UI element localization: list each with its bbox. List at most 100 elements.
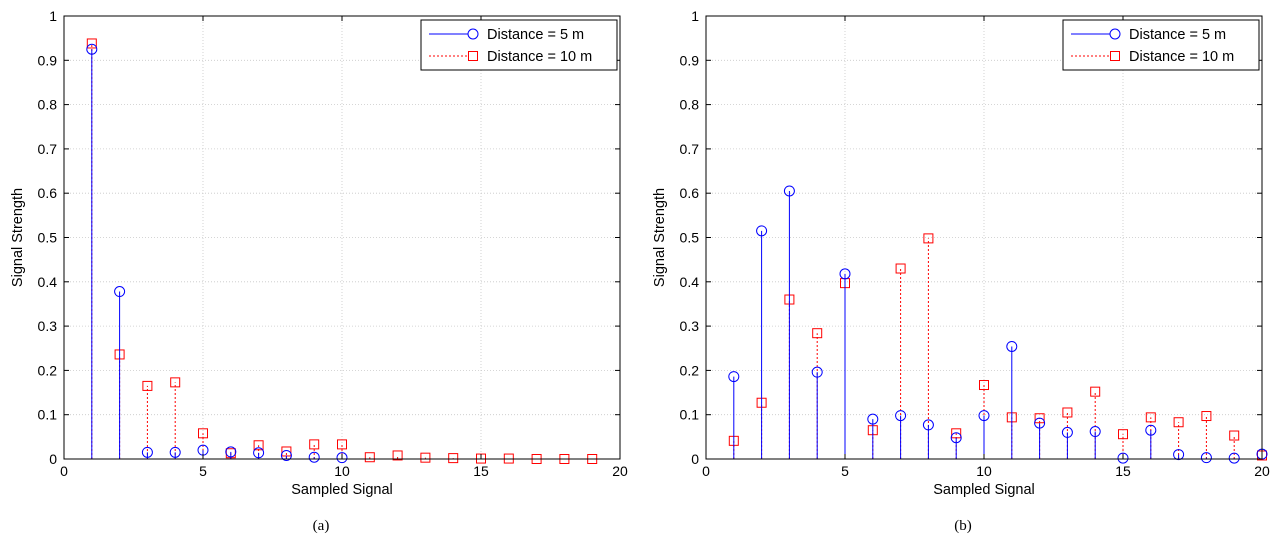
x-axis-label: Sampled Signal xyxy=(291,482,393,498)
y-tick-label: 0.4 xyxy=(680,274,700,290)
y-tick-label: 0.9 xyxy=(38,52,58,68)
point-circle-0-3 xyxy=(811,366,823,378)
y-tick-label: 0.5 xyxy=(680,230,700,246)
legend: Distance = 5 m Distance = 10 m xyxy=(420,19,618,71)
point-circle-0-11 xyxy=(1034,417,1046,429)
chart-svg-b: 0 5 10 15 20 0 0.1 0.2 0.3 0.4 0.5 0.6 0.7 0.8 0.9 1 Sam… xyxy=(652,8,1270,498)
y-tick-label: 0.4 xyxy=(38,274,58,290)
chart-caption-a: (a) xyxy=(312,518,330,534)
legend-label-0: Distance = 5 m xyxy=(1129,27,1226,43)
point-circle-0-4 xyxy=(839,268,851,280)
x-tick-label: 0 xyxy=(702,463,710,479)
point-circle-0-9 xyxy=(978,410,990,422)
legend-label-1: Distance = 10 m xyxy=(1129,49,1234,65)
y-tick-label: 0.5 xyxy=(38,230,58,246)
point-circle-0-3 xyxy=(169,446,181,458)
point-square-1-17 xyxy=(1201,411,1212,422)
point-square-1-3 xyxy=(812,328,823,339)
legend-label-0: Distance = 5 m xyxy=(487,27,584,43)
point-circle-0-0 xyxy=(86,43,98,55)
point-circle-0-5 xyxy=(225,446,237,458)
point-square-1-16 xyxy=(1173,417,1184,428)
point-square-1-12 xyxy=(420,452,431,463)
point-circle-0-16 xyxy=(1173,449,1185,461)
legend-circle-marker xyxy=(1109,28,1121,40)
y-tick-label: 0.1 xyxy=(38,407,58,423)
point-circle-0-6 xyxy=(895,410,907,422)
point-square-1-13 xyxy=(1090,386,1101,397)
point-square-1-6 xyxy=(253,440,264,451)
legend-box xyxy=(1062,19,1260,71)
x-tick-label: 5 xyxy=(199,463,207,479)
point-circle-0-7 xyxy=(922,419,934,431)
point-square-1-9 xyxy=(979,380,989,391)
y-axis-label: Signal Strength xyxy=(652,188,668,287)
point-circle-0-2 xyxy=(141,446,153,458)
y-tick-label: 1 xyxy=(49,8,57,24)
x-axis-label: Sampled Signal xyxy=(933,482,1035,498)
x-tick-label: 15 xyxy=(1115,463,1131,479)
point-square-1-0 xyxy=(86,38,97,49)
x-tick-label: 20 xyxy=(1254,463,1270,479)
legend-square-marker xyxy=(468,51,478,61)
y-tick-label: 1 xyxy=(691,8,699,24)
point-circle-0-13 xyxy=(1089,426,1101,438)
y-tick-label: 0.3 xyxy=(680,318,700,334)
point-square-1-12 xyxy=(1062,407,1073,418)
y-axis-label: Signal Strength xyxy=(10,188,26,287)
x-tick-label: 0 xyxy=(60,463,68,479)
point-circle-0-5 xyxy=(867,413,879,425)
point-circle-0-15 xyxy=(1145,424,1157,436)
point-square-1-18 xyxy=(1229,430,1240,441)
y-tick-label: 0.7 xyxy=(38,141,58,157)
legend-box xyxy=(420,19,618,71)
point-square-1-14 xyxy=(1118,429,1128,440)
point-square-1-11 xyxy=(1034,413,1045,424)
point-circle-0-1 xyxy=(756,225,768,237)
y-tick-label: 0.7 xyxy=(680,141,700,157)
legend-label-1: Distance = 10 m xyxy=(487,49,592,65)
y-tick-label: 0.1 xyxy=(680,407,700,423)
y-tick-label: 0.3 xyxy=(38,318,58,334)
chart-panel-b: 0 5 10 15 20 0 0.1 0.2 0.3 0.4 0.5 0.6 0.7 0.8 0.9 1 Sam… xyxy=(642,0,1284,543)
chart-svg-a: 0 5 10 15 20 0 0.1 0.2 0.3 0.4 0.5 0.6 0.7 0.8 0.9 1 Sam… xyxy=(10,8,628,498)
point-square-1-9 xyxy=(337,439,347,450)
y-tick-label: 0.2 xyxy=(38,362,58,378)
y-tick-label: 0.8 xyxy=(38,97,58,113)
point-square-1-13 xyxy=(448,453,459,464)
point-circle-0-12 xyxy=(1061,426,1073,438)
point-circle-0-6 xyxy=(253,447,265,459)
point-square-1-3 xyxy=(170,377,181,388)
y-tick-label: 0.2 xyxy=(680,362,700,378)
x-tick-label: 10 xyxy=(334,463,350,479)
legend: Distance = 5 m Distance = 10 m xyxy=(1062,19,1260,71)
x-tick-label: 20 xyxy=(612,463,628,479)
legend-circle-marker xyxy=(467,28,479,40)
legend-square-marker xyxy=(1110,51,1120,61)
point-circle-0-1 xyxy=(114,286,126,298)
point-square-1-7 xyxy=(923,233,934,244)
point-square-1-11 xyxy=(392,450,403,461)
point-square-1-10 xyxy=(364,452,375,463)
x-tick-label: 5 xyxy=(841,463,849,479)
point-square-1-15 xyxy=(1145,412,1156,423)
point-square-1-4 xyxy=(198,428,208,439)
point-circle-0-8 xyxy=(950,432,962,444)
y-tick-label: 0 xyxy=(49,451,57,467)
point-circle-0-17 xyxy=(1200,452,1212,464)
point-circle-0-9 xyxy=(336,452,348,464)
chart-caption-b: (b) xyxy=(954,518,972,534)
point-circle-0-10 xyxy=(1006,340,1018,352)
point-circle-0-2 xyxy=(783,185,795,197)
y-tick-label: 0.9 xyxy=(680,52,700,68)
x-tick-label: 15 xyxy=(473,463,489,479)
chart-panel-a: 0 5 10 15 20 0 0.1 0.2 0.3 0.4 0.5 0.6 0.7 0.8 0.9 1 Sam… xyxy=(0,0,642,543)
y-tick-label: 0 xyxy=(691,451,699,467)
point-square-1-6 xyxy=(895,263,906,274)
x-tick-label: 10 xyxy=(976,463,992,479)
point-circle-0-0 xyxy=(728,371,740,383)
point-circle-0-14 xyxy=(1117,452,1129,464)
point-circle-0-18 xyxy=(1228,452,1240,464)
y-tick-label: 0.6 xyxy=(680,185,700,201)
point-square-1-2 xyxy=(142,380,153,391)
